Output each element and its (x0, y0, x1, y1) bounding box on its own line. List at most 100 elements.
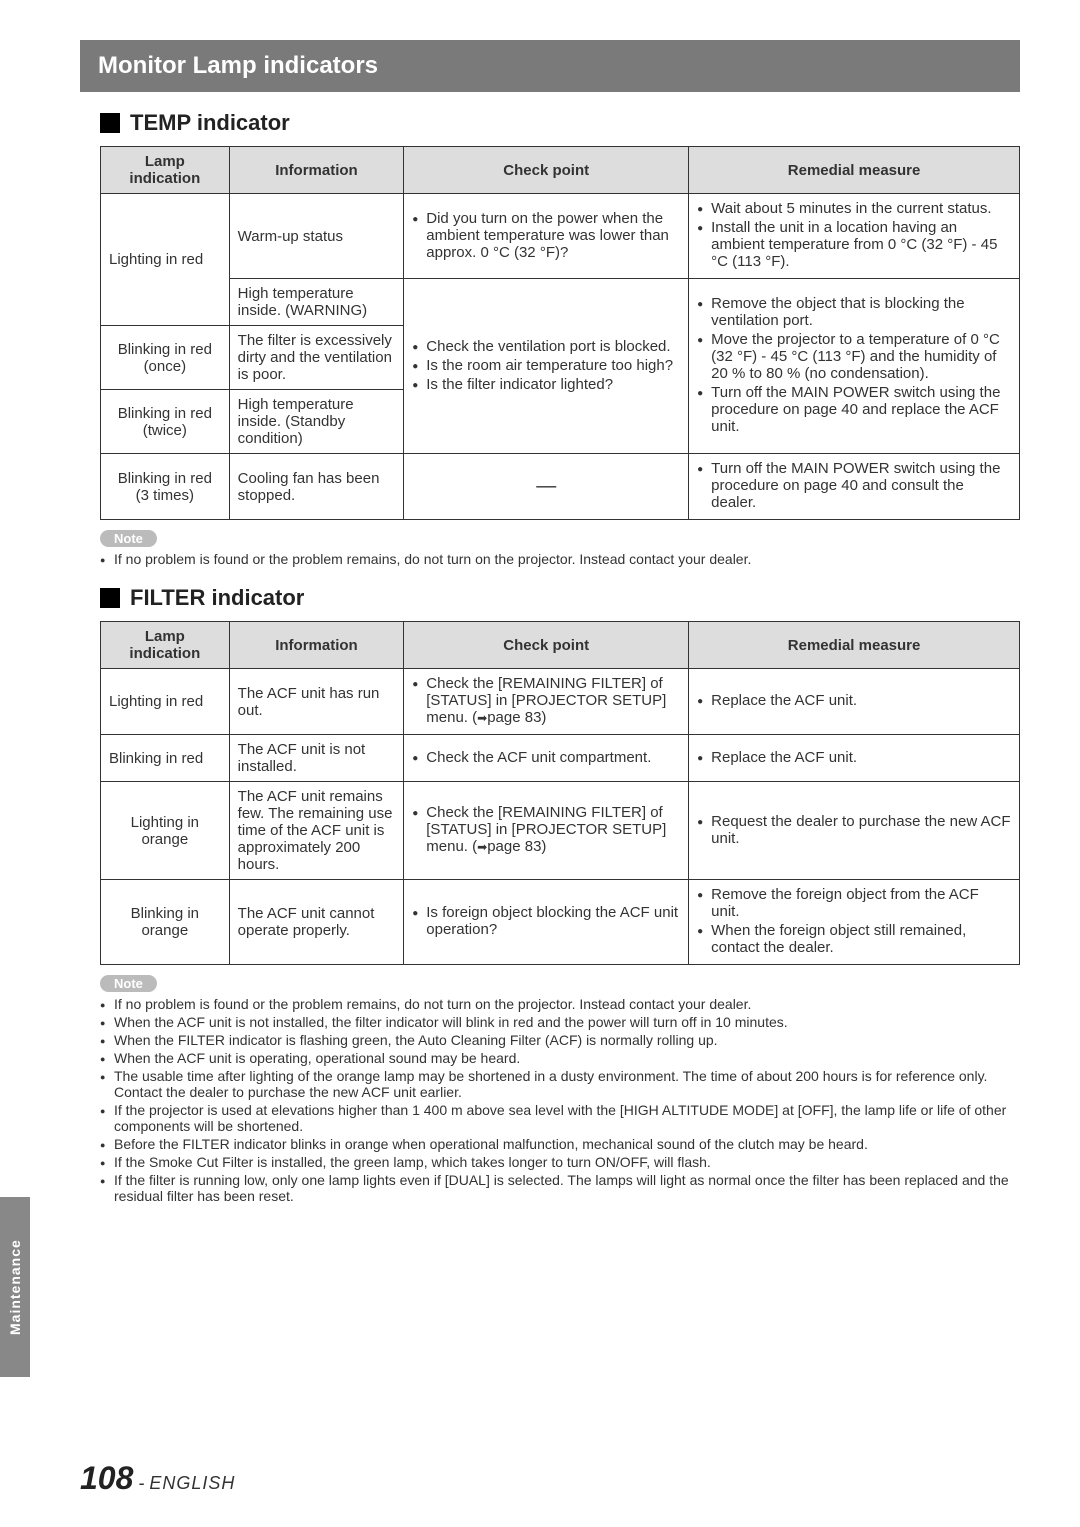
table-row: High temperature inside. (WARNING) Check… (101, 279, 1020, 326)
cell-lamp: Lighting in red (101, 669, 230, 735)
check-item: Check the ACF unit compartment. (412, 749, 680, 766)
rem-item: Request the dealer to purchase the new A… (697, 813, 1011, 847)
header-info: Information (229, 147, 404, 194)
cell-check: Is foreign object blocking the ACF unit … (404, 880, 689, 965)
rem-item: Replace the ACF unit. (697, 692, 1011, 709)
cell-check: Check the ACF unit compartment. (404, 735, 689, 782)
cell-lamp: Blinking in red (once) (101, 326, 230, 390)
page-number: 108 (80, 1460, 133, 1496)
cell-rem: Replace the ACF unit. (689, 669, 1020, 735)
filter-header-text: FILTER indicator (130, 585, 304, 611)
table-row: Blinking in red (3 times) Cooling fan ha… (101, 454, 1020, 520)
cell-lamp: Blinking in red (twice) (101, 390, 230, 454)
arrow-icon (477, 709, 487, 726)
header-check: Check point (404, 622, 689, 669)
rem-item: Turn off the MAIN POWER switch using the… (697, 460, 1011, 511)
side-tab-maintenance: Maintenance (0, 1197, 30, 1377)
temp-indicator-table: Lamp indication Information Check point … (100, 146, 1020, 520)
square-bullet-icon (100, 588, 120, 608)
page-footer: 108 - ENGLISH (80, 1460, 235, 1497)
cell-info: The ACF unit has run out. (229, 669, 404, 735)
cell-info: The ACF unit is not installed. (229, 735, 404, 782)
note-badge: Note (100, 530, 157, 547)
manual-page: Monitor Lamp indicators TEMP indicator L… (0, 0, 1080, 1527)
filter-indicator-header: FILTER indicator (100, 585, 1020, 611)
page-language: ENGLISH (149, 1473, 235, 1493)
cell-lamp: Blinking in red (3 times) (101, 454, 230, 520)
header-lamp: Lamp indication (101, 622, 230, 669)
note-item: When the ACF unit is not installed, the … (100, 1014, 1020, 1030)
rem-item: Replace the ACF unit. (697, 749, 1011, 766)
page-dash: - (133, 1473, 149, 1493)
cell-rem: Request the dealer to purchase the new A… (689, 782, 1020, 880)
temp-header-text: TEMP indicator (130, 110, 290, 136)
note-item: If the projector is used at elevations h… (100, 1102, 1020, 1134)
note-badge: Note (100, 975, 157, 992)
note-item: If no problem is found or the problem re… (100, 996, 1020, 1012)
table-row: Blinking in orange The ACF unit cannot o… (101, 880, 1020, 965)
cell-rem: Turn off the MAIN POWER switch using the… (689, 454, 1020, 520)
check-item: Is foreign object blocking the ACF unit … (412, 904, 680, 938)
cell-lamp: Blinking in red (101, 735, 230, 782)
cell-info: The ACF unit remains few. The remaining … (229, 782, 404, 880)
note-item: The usable time after lighting of the or… (100, 1068, 1020, 1100)
cell-lamp: Blinking in orange (101, 880, 230, 965)
table-row: Lighting in red Warm-up status Did you t… (101, 194, 1020, 279)
check-ref: page 83) (487, 838, 546, 855)
cell-info: Warm-up status (229, 194, 404, 279)
header-check: Check point (404, 147, 689, 194)
note-item: When the ACF unit is operating, operatio… (100, 1050, 1020, 1066)
cell-check: Check the ventilation port is blocked. I… (404, 279, 689, 454)
square-bullet-icon (100, 113, 120, 133)
temp-indicator-header: TEMP indicator (100, 110, 1020, 136)
header-lamp: Lamp indication (101, 147, 230, 194)
cell-info: High temperature inside. (WARNING) (229, 279, 404, 326)
cell-check: Did you turn on the power when the ambie… (404, 194, 689, 279)
header-rem: Remedial measure (689, 147, 1020, 194)
table-row: Lighting in orange The ACF unit remains … (101, 782, 1020, 880)
table-header-row: Lamp indication Information Check point … (101, 147, 1020, 194)
rem-item: Move the projector to a temperature of 0… (697, 331, 1011, 382)
note-item: If the Smoke Cut Filter is installed, th… (100, 1154, 1020, 1170)
rem-item: When the foreign object still remained, … (697, 922, 1011, 956)
cell-rem: Wait about 5 minutes in the current stat… (689, 194, 1020, 279)
table-row: Blinking in red The ACF unit is not inst… (101, 735, 1020, 782)
header-rem: Remedial measure (689, 622, 1020, 669)
rem-item: Remove the object that is blocking the v… (697, 295, 1011, 329)
check-item: Is the room air temperature too high? (412, 357, 680, 374)
cell-check: Check the [REMAINING FILTER] of [STATUS]… (404, 669, 689, 735)
cell-rem: Remove the foreign object from the ACF u… (689, 880, 1020, 965)
check-item: Check the [REMAINING FILTER] of [STATUS]… (412, 675, 680, 726)
check-ref: page 83) (487, 709, 546, 726)
cell-rem: Replace the ACF unit. (689, 735, 1020, 782)
note-item: If no problem is found or the problem re… (100, 551, 1020, 567)
cell-lamp: Lighting in orange (101, 782, 230, 880)
filter-indicator-table: Lamp indication Information Check point … (100, 621, 1020, 965)
check-item: Is the filter indicator lighted? (412, 376, 680, 393)
cell-lamp: Lighting in red (101, 194, 230, 326)
cell-info: Cooling fan has been stopped. (229, 454, 404, 520)
cell-check: — (404, 454, 689, 520)
temp-notes: If no problem is found or the problem re… (100, 551, 1020, 567)
header-info: Information (229, 622, 404, 669)
arrow-icon (477, 838, 487, 855)
rem-item: Remove the foreign object from the ACF u… (697, 886, 1011, 920)
note-item: If the filter is running low, only one l… (100, 1172, 1020, 1204)
check-item: Did you turn on the power when the ambie… (412, 210, 680, 261)
cell-info: The filter is excessively dirty and the … (229, 326, 404, 390)
table-row: Lighting in red The ACF unit has run out… (101, 669, 1020, 735)
note-item: When the FILTER indicator is flashing gr… (100, 1032, 1020, 1048)
rem-item: Wait about 5 minutes in the current stat… (697, 200, 1011, 217)
filter-notes: If no problem is found or the problem re… (100, 996, 1020, 1204)
check-item: Check the ventilation port is blocked. (412, 338, 680, 355)
cell-info: The ACF unit cannot operate properly. (229, 880, 404, 965)
section-title: Monitor Lamp indicators (80, 40, 1020, 92)
cell-rem: Remove the object that is blocking the v… (689, 279, 1020, 454)
cell-info: High temperature inside. (Standby condit… (229, 390, 404, 454)
rem-item: Turn off the MAIN POWER switch using the… (697, 384, 1011, 435)
rem-item: Install the unit in a location having an… (697, 219, 1011, 270)
cell-check: Check the [REMAINING FILTER] of [STATUS]… (404, 782, 689, 880)
table-header-row: Lamp indication Information Check point … (101, 622, 1020, 669)
note-item: Before the FILTER indicator blinks in or… (100, 1136, 1020, 1152)
check-item: Check the [REMAINING FILTER] of [STATUS]… (412, 804, 680, 855)
